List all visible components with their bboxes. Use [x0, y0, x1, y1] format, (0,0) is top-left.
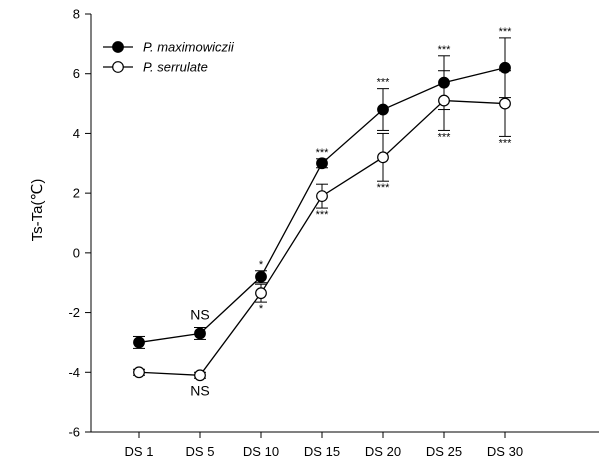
point-1-2 — [255, 287, 267, 300]
y-tick-label-4: 2 — [73, 186, 80, 201]
point-0-5 — [438, 76, 450, 89]
annotation-0-3: *** — [316, 147, 330, 159]
point-1-0 — [133, 366, 145, 379]
y-tick-label-5: 4 — [73, 126, 80, 141]
x-tick-label-1: DS 5 — [186, 444, 215, 459]
annotation-0-4: *** — [377, 77, 391, 89]
x-tick-label-2: DS 10 — [243, 444, 279, 459]
y-tick-label-3: 0 — [73, 245, 80, 260]
y-tick-label-0: -6 — [68, 425, 80, 440]
plot-area: -6 -4 -2 0 2 4 6 8 DS 1 DS 5 DS 10 DS 15 DS 20 DS 25 D… — [68, 7, 599, 459]
annotation-1-6: *** — [499, 137, 513, 149]
point-0-6 — [499, 61, 511, 74]
point-1-1 — [194, 369, 206, 382]
annotation-1-3: *** — [316, 209, 330, 221]
annotation-0-5: *** — [438, 44, 452, 56]
annotation-1-4: *** — [377, 182, 391, 194]
x-tick-label-5: DS 25 — [426, 444, 462, 459]
legend-marker-0 — [112, 41, 124, 53]
point-0-3 — [316, 157, 328, 170]
legend-marker-1 — [112, 61, 124, 73]
y-tick-label-7: 8 — [73, 7, 80, 22]
x-tick-label-6: DS 30 — [487, 444, 523, 459]
y-axis-title: Ts-Ta(℃) — [29, 179, 46, 242]
y-tick-label-6: 6 — [73, 66, 80, 81]
y-tick-label-1: -4 — [68, 365, 80, 380]
annotation-1-2: * — [259, 303, 264, 315]
annotation-1-5: *** — [438, 131, 452, 143]
x-tick-label-0: DS 1 — [125, 444, 154, 459]
point-1-5 — [438, 94, 450, 107]
point-1-3 — [316, 190, 328, 203]
point-0-1 — [194, 327, 206, 340]
point-1-4 — [377, 151, 389, 164]
y-tick-label-2: -2 — [68, 305, 80, 320]
x-tick-label-4: DS 20 — [365, 444, 401, 459]
legend-label-0: P. maximowiczii — [143, 40, 235, 55]
point-0-4 — [377, 103, 389, 116]
x-tick-label-3: DS 15 — [304, 444, 340, 459]
annotation-1-1: NS — [190, 382, 209, 398]
point-0-0 — [133, 336, 145, 349]
annotation-0-1: NS — [190, 307, 209, 323]
annotation-0-6: *** — [499, 26, 513, 38]
point-1-6 — [499, 97, 511, 110]
point-0-2 — [255, 270, 267, 283]
legend-label-1: P. serrulate — [143, 60, 208, 75]
annotation-0-2: * — [259, 259, 264, 271]
